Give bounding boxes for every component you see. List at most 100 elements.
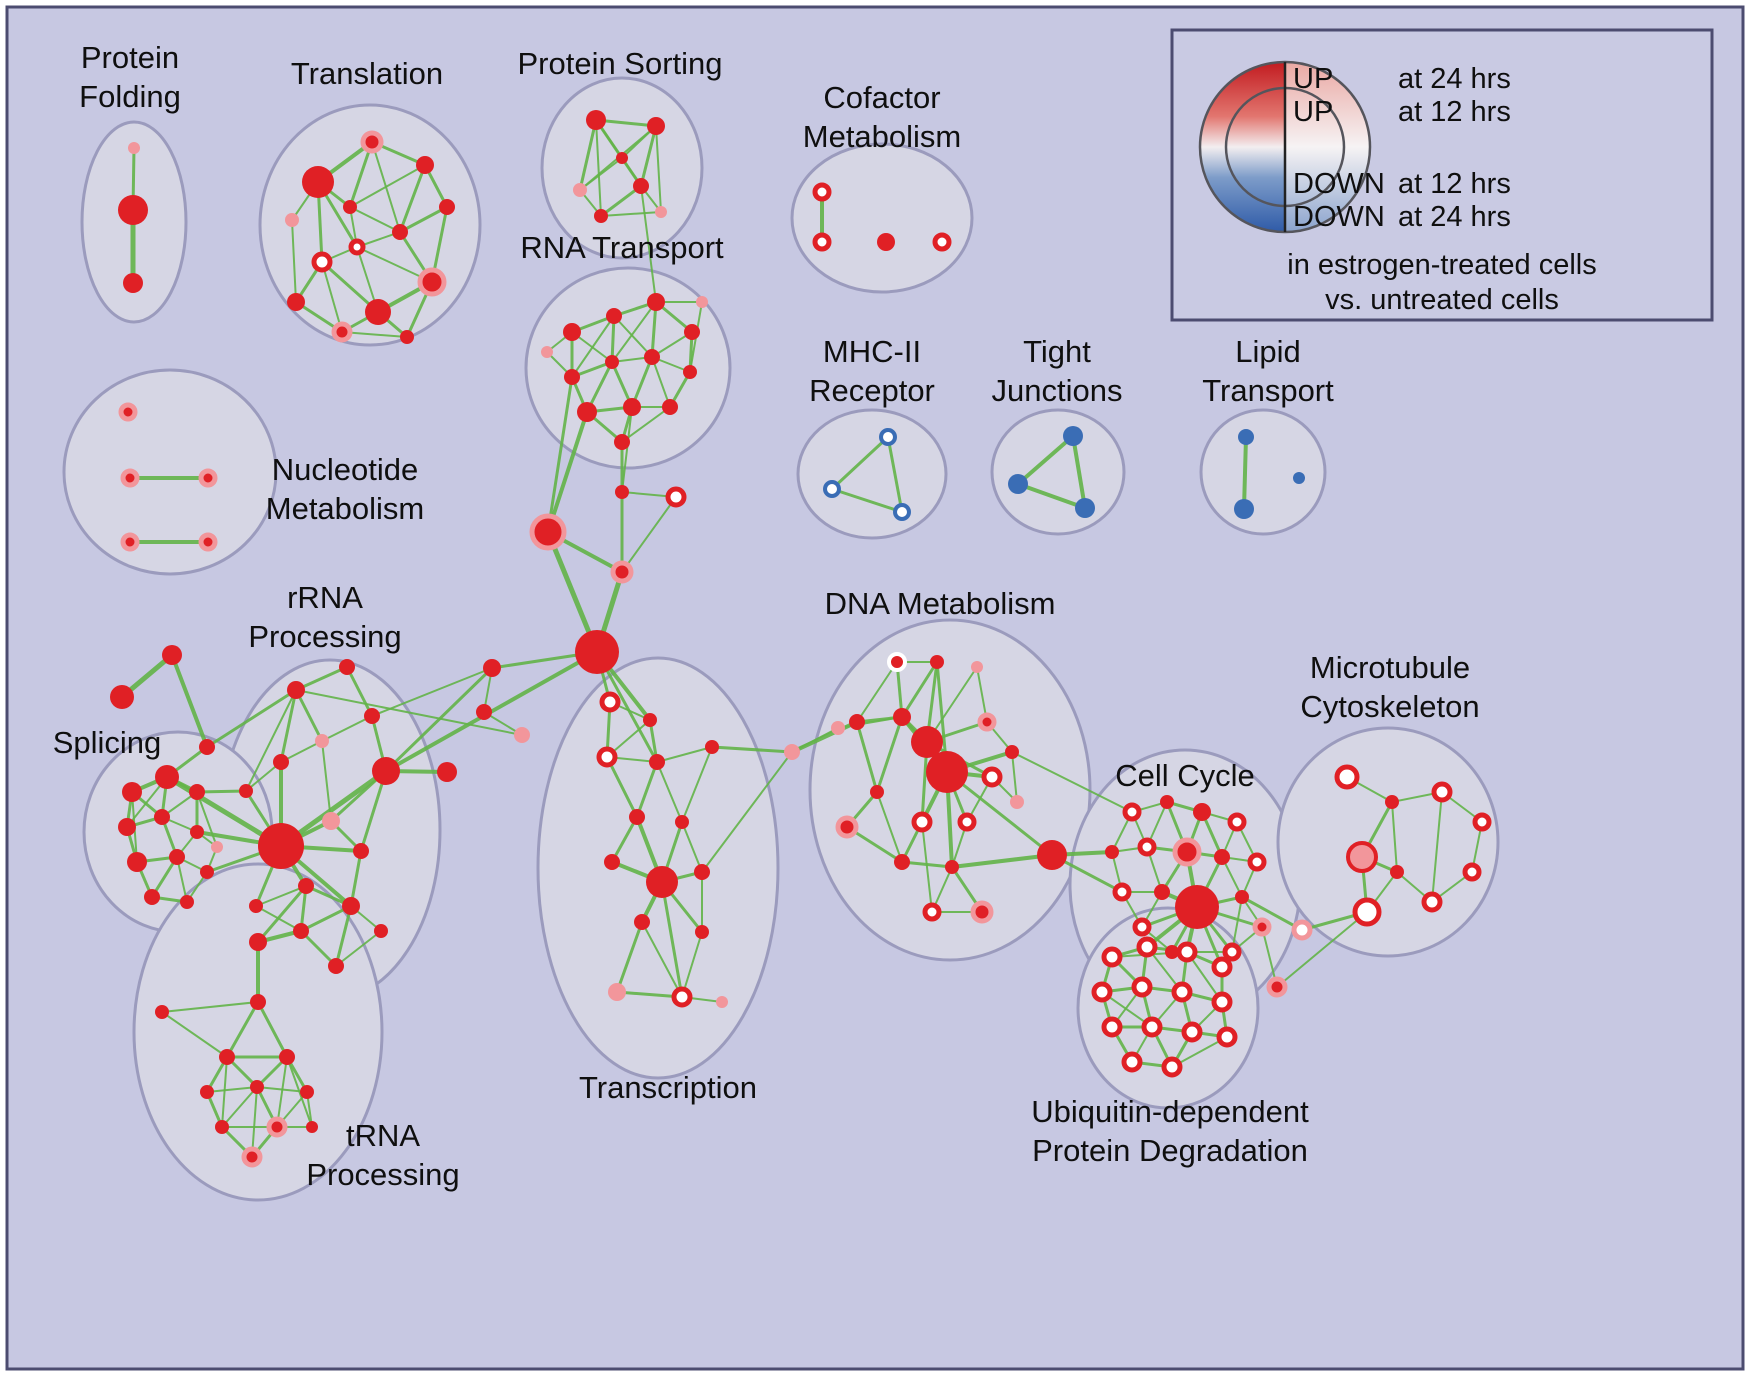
network-node bbox=[154, 809, 170, 825]
network-edge bbox=[856, 661, 898, 723]
network-node bbox=[887, 652, 907, 672]
network-edge bbox=[701, 751, 793, 873]
label-layer: Protein Folding Translation Protein Sorting… bbox=[53, 40, 1480, 1192]
network-node bbox=[1175, 885, 1219, 929]
network-node bbox=[594, 209, 608, 223]
network-node bbox=[1010, 795, 1024, 809]
network-edge bbox=[1431, 791, 1443, 903]
network-node bbox=[1227, 812, 1247, 832]
legend-up-12-time: at 12 hrs bbox=[1398, 96, 1511, 128]
network-node bbox=[922, 902, 942, 922]
network-edge bbox=[256, 884, 308, 944]
network-node bbox=[879, 428, 897, 446]
network-edge bbox=[321, 715, 373, 742]
network-node bbox=[514, 727, 530, 743]
network-node bbox=[365, 299, 391, 325]
cluster-label-ubiquitin-degradation: Ubiquitin-dependent Protein Degradation bbox=[1031, 1094, 1309, 1168]
network-node bbox=[608, 983, 626, 1001]
cluster-label-nucleotide-metabolism: Nucleotide Metabolism bbox=[266, 452, 425, 526]
network-edge bbox=[837, 716, 903, 729]
network-edge bbox=[349, 206, 401, 233]
network-node bbox=[634, 914, 650, 930]
network-node bbox=[1075, 498, 1095, 518]
network-node bbox=[605, 355, 619, 369]
network-edge bbox=[299, 929, 338, 968]
cluster-mhc-ii-receptor bbox=[796, 408, 948, 540]
network-node bbox=[606, 308, 622, 324]
network-node bbox=[1211, 956, 1233, 978]
network-node bbox=[1161, 1056, 1183, 1078]
network-edge bbox=[1391, 801, 1398, 873]
network-node bbox=[200, 865, 214, 879]
network-node bbox=[122, 782, 142, 802]
network-node bbox=[981, 766, 1003, 788]
network-node bbox=[1091, 981, 1113, 1003]
network-node bbox=[1334, 764, 1360, 790]
legend-up-24-time: at 24 hrs bbox=[1398, 63, 1511, 95]
network-edge bbox=[656, 746, 713, 763]
network-node bbox=[353, 843, 369, 859]
network-edge bbox=[595, 119, 602, 217]
network-node bbox=[120, 532, 140, 552]
network-node bbox=[563, 323, 581, 341]
network-edge bbox=[334, 904, 353, 968]
network-node bbox=[1171, 981, 1193, 1003]
cluster-label-translation: Translation bbox=[291, 56, 443, 91]
network-node bbox=[812, 182, 832, 202]
network-node bbox=[273, 754, 289, 770]
network-edge bbox=[600, 211, 662, 217]
network-edge bbox=[876, 791, 903, 863]
cluster-label-microtubule-cytoskeleton: Microtubule Cytoskeleton bbox=[1300, 650, 1479, 724]
network-node bbox=[596, 746, 618, 768]
network-node bbox=[610, 560, 634, 584]
network-node bbox=[655, 206, 667, 218]
cluster-nucleotide-metabolism bbox=[62, 368, 278, 576]
cluster-rna-transport bbox=[524, 266, 732, 470]
cluster-label-transcription: Transcription bbox=[579, 1070, 757, 1105]
network-edge bbox=[291, 219, 297, 303]
network-node bbox=[392, 224, 408, 240]
cluster-label-mhc-ii-receptor: MHC-II Receptor bbox=[809, 334, 935, 408]
network-node bbox=[911, 726, 943, 758]
network-node bbox=[198, 468, 218, 488]
network-node bbox=[180, 895, 194, 909]
network-edge bbox=[886, 435, 904, 514]
network-node bbox=[155, 1005, 169, 1019]
network-edge bbox=[681, 931, 703, 998]
network-node bbox=[705, 740, 719, 754]
network-node bbox=[893, 708, 911, 726]
cluster-label-dna-metabolism: DNA Metabolism bbox=[825, 586, 1056, 621]
network-node bbox=[1234, 499, 1254, 519]
network-node bbox=[293, 923, 309, 939]
network-node bbox=[476, 704, 492, 720]
network-node bbox=[200, 1085, 214, 1099]
network-node bbox=[1222, 942, 1242, 962]
network-edge bbox=[950, 853, 1054, 869]
network-edge bbox=[161, 1001, 259, 1013]
network-node bbox=[577, 402, 597, 422]
network-edge bbox=[546, 410, 589, 534]
network-node bbox=[364, 708, 380, 724]
network-edge bbox=[635, 760, 659, 819]
network-node bbox=[1037, 840, 1067, 870]
network-node bbox=[250, 994, 266, 1010]
cluster-label-cell-cycle: Cell Cycle bbox=[1115, 758, 1255, 793]
network-node bbox=[675, 815, 689, 829]
network-node bbox=[1181, 1021, 1203, 1043]
legend-caption-line1: in estrogen-treated cells bbox=[1287, 249, 1597, 281]
network-node bbox=[439, 199, 455, 215]
network-node bbox=[374, 924, 388, 938]
network-edge bbox=[279, 688, 298, 764]
network-node bbox=[894, 854, 910, 870]
network-node bbox=[647, 293, 665, 311]
cluster-label-lipid-transport: Lipid Transport bbox=[1202, 334, 1334, 408]
network-node bbox=[198, 532, 218, 552]
network-node bbox=[417, 267, 447, 297]
network-edge bbox=[615, 920, 644, 994]
network-node bbox=[831, 721, 845, 735]
network-node bbox=[250, 1080, 264, 1094]
cluster-label-rna-transport: RNA Transport bbox=[520, 230, 724, 265]
network-node bbox=[118, 195, 148, 225]
network-node bbox=[1216, 1026, 1238, 1048]
legend-up-24-label: UP bbox=[1293, 63, 1333, 95]
